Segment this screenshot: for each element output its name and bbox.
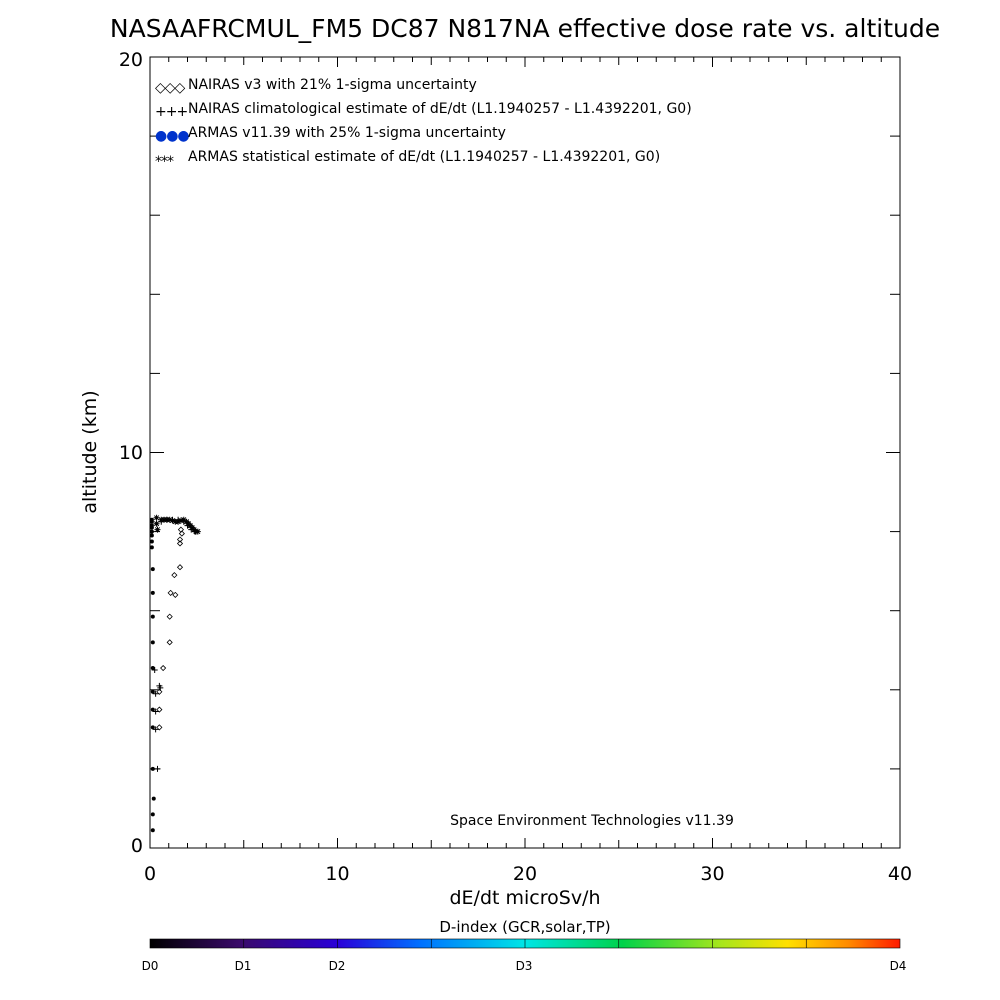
point-diamond-11 (176, 536, 184, 543)
x-tick-label-30: 30 (700, 863, 724, 885)
point-dot-15 (149, 529, 154, 534)
chart-title: NASAAFRCMUL_FM5 DC87 N817NA effective do… (110, 14, 940, 43)
point-star-7 (177, 517, 184, 524)
point-plus-1 (152, 726, 159, 733)
point-diamond-10 (176, 540, 184, 547)
point-dot-6 (150, 689, 155, 694)
x-tick-label-10: 10 (325, 863, 349, 885)
legend-label-nairas-v3: NAIRAS v3 with 21% 1-sigma uncertainty (188, 77, 477, 93)
point-dot-2 (151, 796, 156, 801)
point-diamond-9 (176, 564, 184, 571)
x-tick-label-20: 20 (513, 863, 537, 885)
point-star-17 (153, 520, 160, 527)
legend: ◇◇◇ NAIRAS v3 with 21% 1-sigma uncertain… (155, 77, 692, 170)
point-star-8 (180, 516, 187, 523)
point-dot-7 (150, 666, 155, 671)
point-dot-14 (149, 533, 154, 538)
point-dot-4 (150, 725, 155, 730)
point-dot-17 (149, 523, 154, 528)
colorbar-label-d1: D1 (235, 959, 252, 973)
point-dot-10 (150, 590, 155, 595)
point-dot-0 (150, 828, 155, 833)
colorbar-label-d4: D4 (890, 959, 907, 973)
point-plus-0 (154, 765, 161, 772)
point-dot-3 (150, 766, 155, 771)
point-plus-3 (152, 690, 159, 697)
point-dot-9 (150, 614, 155, 619)
point-dot-5 (150, 707, 155, 712)
credit-text: Space Environment Technologies v11.39 (450, 813, 734, 829)
point-diamond-2 (156, 688, 163, 695)
point-diamond-4 (166, 639, 173, 646)
point-plus-2 (152, 708, 159, 715)
x-axis-label: dE/dt microSv/h (449, 887, 600, 909)
legend-symbol-nairas-v3: ◇◇◇ (155, 80, 186, 96)
legend-symbol-nairas-climatological: +++ (155, 104, 187, 120)
point-dot-1 (150, 812, 155, 817)
point-star-18 (154, 526, 161, 533)
point-dot-8 (150, 640, 155, 645)
point-diamond-12 (178, 530, 185, 537)
point-star-6 (175, 518, 182, 525)
point-diamond-1 (156, 706, 163, 713)
point-diamond-5 (166, 613, 173, 620)
data-points (149, 514, 201, 833)
point-star-3 (166, 516, 173, 523)
point-star-4 (169, 517, 176, 524)
legend-symbol-armas-statistical: *** (155, 154, 174, 170)
point-dot-13 (149, 539, 154, 544)
point-diamond-8 (171, 572, 178, 579)
colorbar-label-d2: D2 (329, 959, 346, 973)
legend-label-armas-v11: ARMAS v11.39 with 25% 1-sigma uncertaint… (188, 125, 506, 141)
colorbar-title: D-index (GCR,solar,TP) (439, 918, 610, 936)
colorbar-ticks (243, 939, 807, 948)
legend-label-armas-statistical: ARMAS statistical estimate of dE/dt (L1.… (188, 149, 660, 165)
y-axis-label: altitude (km) (79, 390, 101, 513)
x-tick-label-40: 40 (888, 863, 912, 885)
y-tick-label-20: 20 (119, 49, 143, 71)
colorbar-label-d0: D0 (142, 959, 159, 973)
point-star-15 (194, 528, 201, 535)
legend-label-nairas-climatological: NAIRAS climatological estimate of dE/dt … (188, 101, 692, 117)
point-diamond-6 (167, 589, 174, 596)
point-plus-6 (157, 684, 164, 691)
point-dot-11 (150, 567, 155, 572)
point-diamond-13 (177, 526, 185, 533)
point-star-16 (153, 514, 160, 521)
plot-frame (149, 56, 901, 849)
legend-symbol-armas-v11: ●●● (155, 128, 189, 144)
y-tick-label-0: 0 (131, 835, 143, 857)
point-dot-12 (149, 545, 154, 550)
axis-ticks (149, 56, 901, 849)
point-dot-19 (149, 517, 154, 522)
colorbar-label-d3: D3 (516, 959, 533, 973)
x-tick-label-0: 0 (144, 863, 156, 885)
point-diamond-7 (172, 591, 179, 598)
point-diamond-3 (160, 664, 167, 672)
point-diamond-0 (156, 724, 163, 731)
y-tick-label-10: 10 (119, 442, 143, 464)
